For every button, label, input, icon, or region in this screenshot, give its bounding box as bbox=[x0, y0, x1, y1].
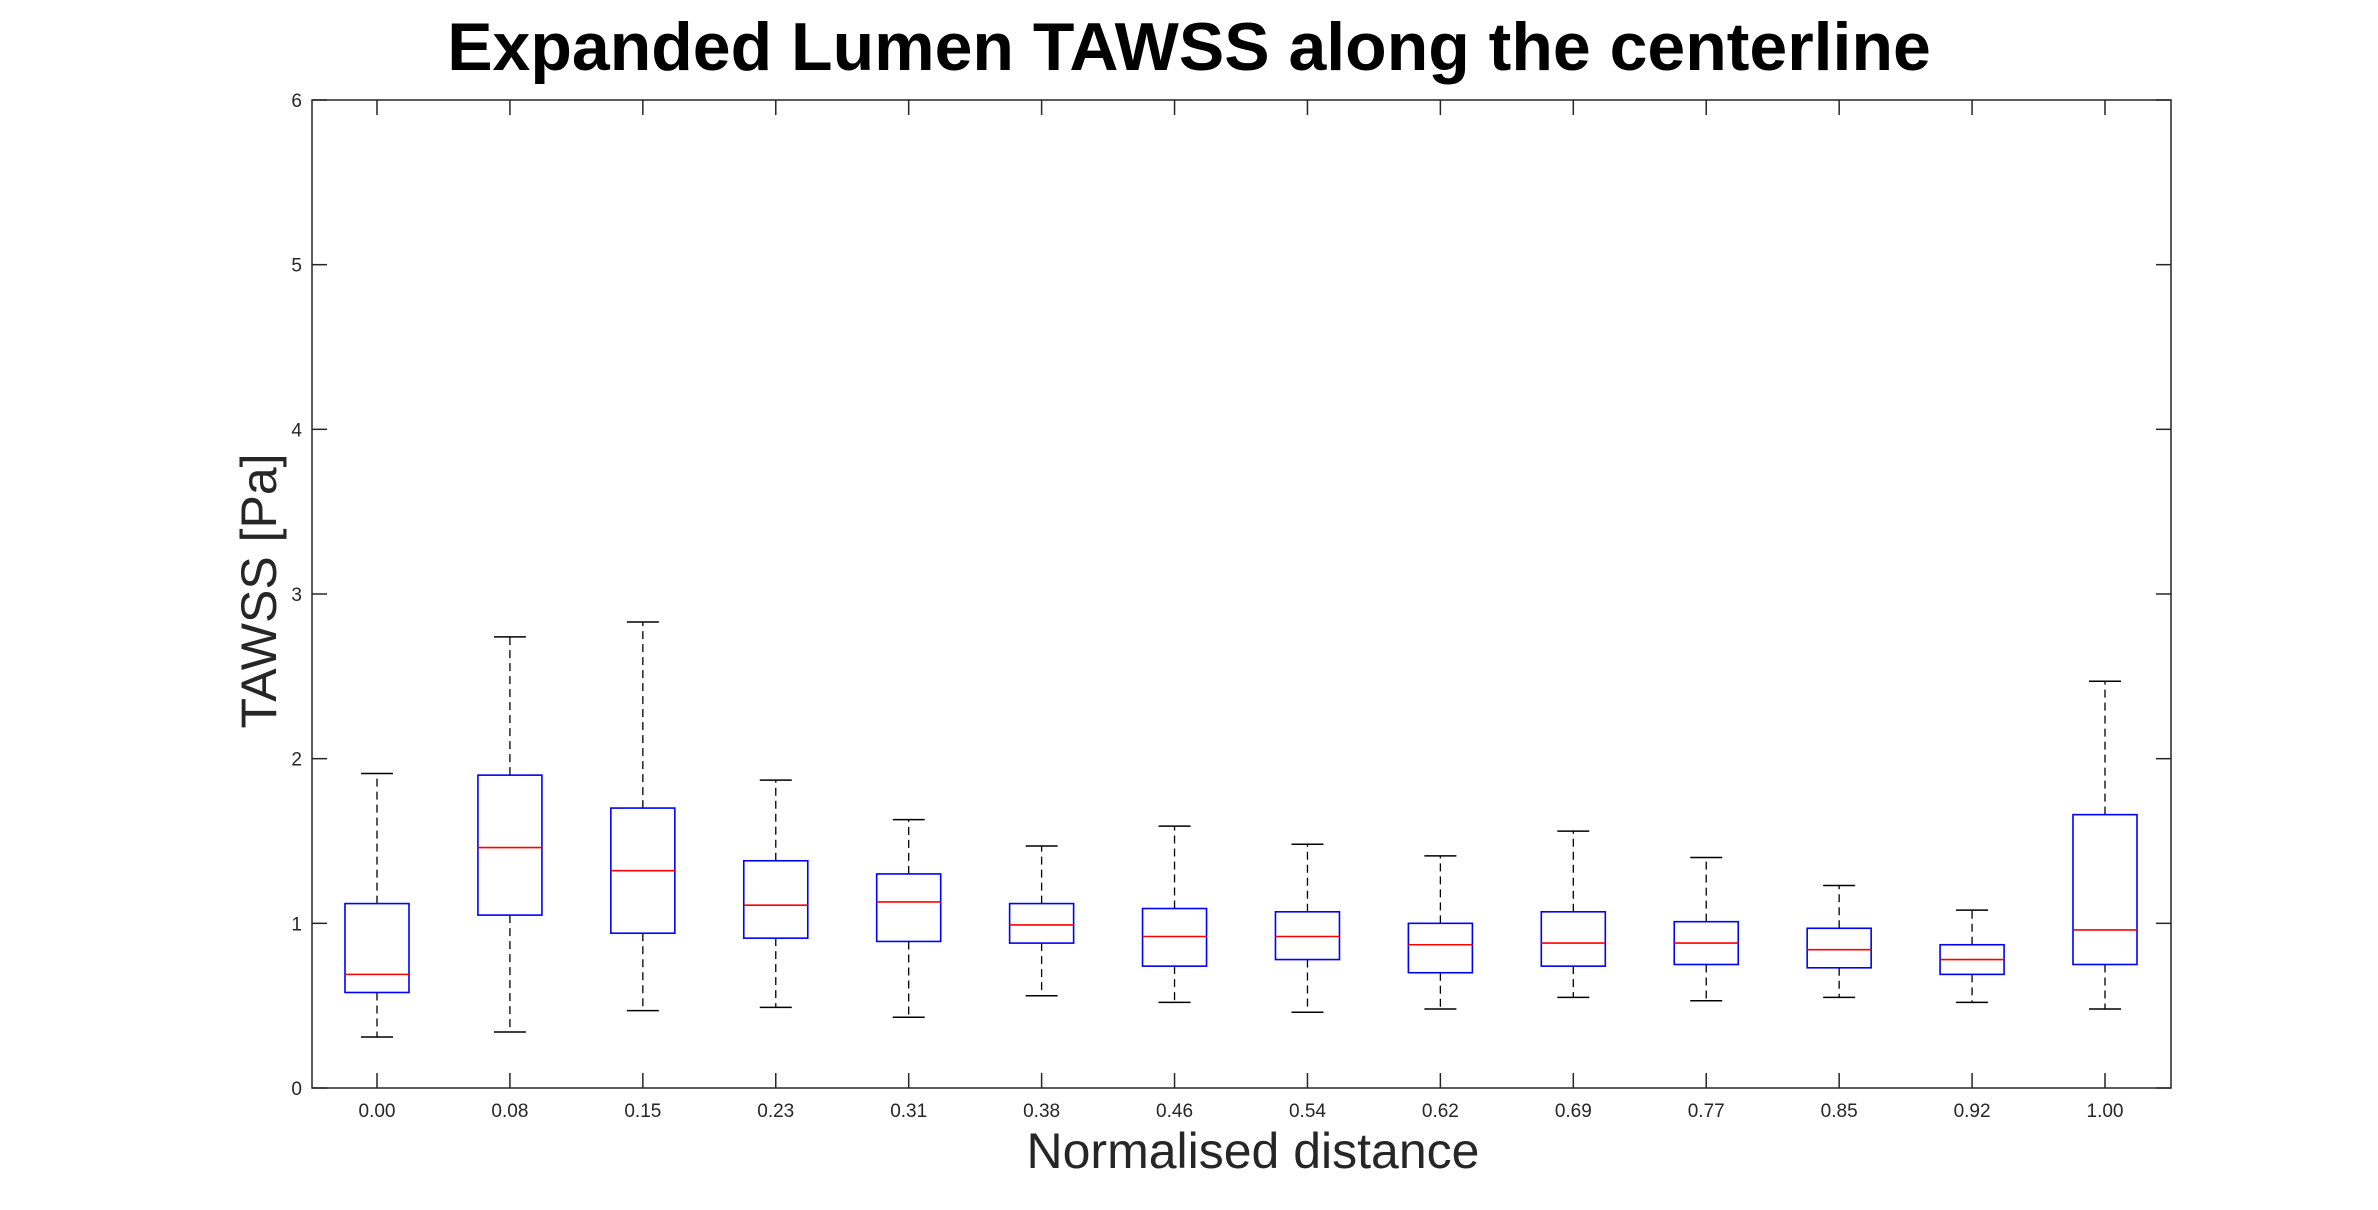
iqr-box bbox=[875, 873, 942, 943]
x-tick-label: 0.69 bbox=[1555, 1101, 1592, 1122]
box-0.69 bbox=[1540, 830, 1607, 999]
iqr-box bbox=[344, 902, 410, 994]
box-0.85 bbox=[1806, 884, 1872, 999]
box-0.31 bbox=[875, 818, 942, 1018]
y-axis-ticks: 0 1 2 3 4 5 6 bbox=[291, 91, 2171, 1100]
x-tick-label: 0.85 bbox=[1821, 1101, 1858, 1122]
iqr-box bbox=[1274, 911, 1341, 961]
plot-frame bbox=[311, 99, 2172, 1089]
iqr-box bbox=[477, 774, 543, 916]
box-0.38 bbox=[1008, 845, 1075, 997]
box-0.62 bbox=[1407, 855, 1474, 1010]
iqr-box bbox=[1540, 911, 1607, 967]
y-tick-label: 5 bbox=[291, 256, 302, 277]
y-tick-label: 3 bbox=[291, 585, 302, 606]
x-tick-label: 0.46 bbox=[1156, 1101, 1193, 1122]
y-axis-label: TAWSS [Pa] bbox=[231, 453, 287, 728]
x-tick-label: 0.08 bbox=[491, 1101, 528, 1122]
y-tick-label: 2 bbox=[291, 750, 302, 771]
box-series bbox=[344, 621, 2138, 1038]
x-tick-label: 0.38 bbox=[1023, 1101, 1060, 1122]
x-axis-label: Normalised distance bbox=[1027, 1123, 1480, 1179]
x-tick-label: 0.77 bbox=[1688, 1101, 1725, 1122]
y-tick-label: 0 bbox=[291, 1079, 302, 1100]
iqr-box bbox=[2072, 813, 2138, 966]
y-tick-label: 6 bbox=[291, 91, 302, 112]
box-0.92 bbox=[1939, 909, 2005, 1004]
iqr-box bbox=[1806, 927, 1872, 969]
x-tick-label: 0.00 bbox=[359, 1101, 396, 1122]
y-tick-label: 1 bbox=[291, 914, 302, 935]
iqr-box bbox=[1141, 907, 1208, 967]
plot-area-border bbox=[311, 99, 2172, 1089]
y-tick-label: 4 bbox=[291, 420, 302, 441]
box-0.46 bbox=[1141, 825, 1208, 1004]
chart-title: Expanded Lumen TAWSS along the centerlin… bbox=[447, 9, 1931, 85]
x-axis-ticks: 0.00 0.08 0.15 0.23 0.31 0.38 0.46 0.54 0.62 0.69… bbox=[359, 100, 2124, 1122]
iqr-box bbox=[1008, 902, 1075, 944]
x-tick-label: 0.54 bbox=[1289, 1101, 1326, 1122]
box-1.00 bbox=[2072, 680, 2138, 1010]
box-0.77 bbox=[1673, 856, 1740, 1002]
box-0.08 bbox=[477, 636, 543, 1033]
iqr-box bbox=[1407, 922, 1474, 974]
box-0.00 bbox=[344, 772, 410, 1038]
x-tick-label: 0.31 bbox=[890, 1101, 927, 1122]
x-tick-label: 0.92 bbox=[1954, 1101, 1991, 1122]
x-tick-label: 0.15 bbox=[624, 1101, 661, 1122]
box-0.23 bbox=[742, 779, 809, 1009]
x-tick-label: 0.62 bbox=[1422, 1101, 1459, 1122]
box-0.54 bbox=[1274, 843, 1341, 1014]
x-tick-label: 1.00 bbox=[2087, 1101, 2124, 1122]
x-tick-label: 0.23 bbox=[757, 1101, 794, 1122]
iqr-box bbox=[742, 859, 809, 939]
box-0.15 bbox=[610, 621, 676, 1012]
